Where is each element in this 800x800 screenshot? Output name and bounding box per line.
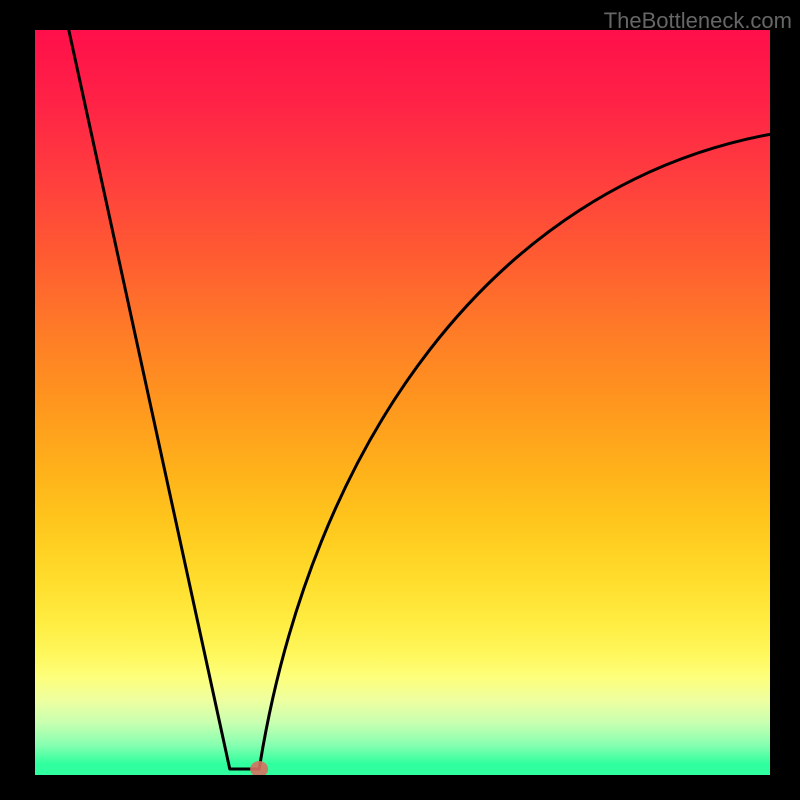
bottleneck-curve xyxy=(69,30,770,769)
watermark-text: TheBottleneck.com xyxy=(604,8,792,34)
plot-area xyxy=(35,30,770,775)
chart-container: TheBottleneck.com xyxy=(0,0,800,800)
curve-svg xyxy=(35,30,770,775)
optimum-marker xyxy=(250,761,268,775)
